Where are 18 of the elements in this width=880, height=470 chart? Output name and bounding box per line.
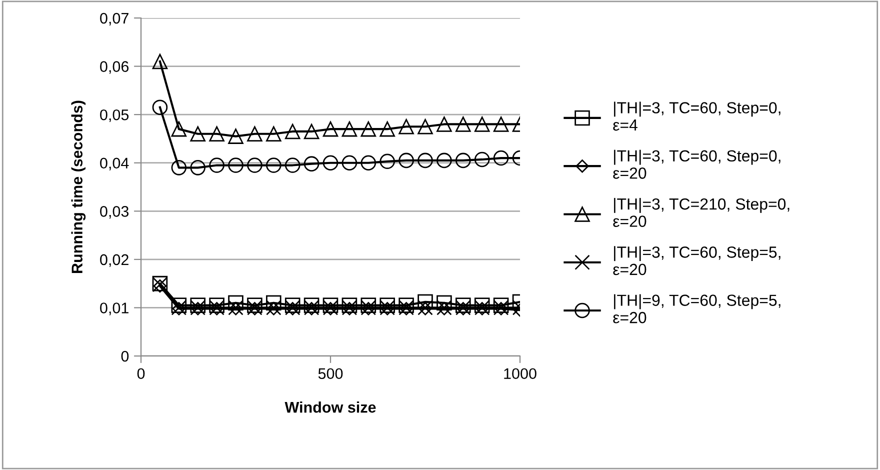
y-tick-label: 0,05	[100, 109, 129, 122]
y-tick-label: 0,01	[100, 302, 128, 316]
y-axis-title: Running time (seconds)	[71, 100, 86, 273]
legend-label: |TH|=3, TC=60, Step=5, ε=20	[613, 246, 780, 276]
x-tick-label: 1000	[504, 368, 536, 380]
x-axis-title: Window size	[284, 401, 376, 413]
x-tick-label: 500	[318, 368, 343, 380]
y-tick-label: 0	[121, 350, 129, 362]
legend-label: |TH|=3, TC=60, Step=0, ε=4	[613, 102, 780, 131]
y-tick-label: 0,04	[100, 158, 129, 170]
y-tick-label: 0,06	[100, 61, 129, 74]
y-tick-label: 0,03	[100, 206, 129, 219]
y-tick-label: 0,07	[100, 12, 128, 26]
x-tick-label: 0	[137, 368, 145, 380]
legend-label: |TH|=3, TC=60, Step=0, ε=20	[613, 150, 780, 179]
y-tick-label: 0,02	[100, 254, 128, 267]
legend-label: |TH|=3, TC=210, Step=0, ε=20	[613, 198, 790, 227]
legend-label: |TH|=9, TC=60, Step=5, ε=20	[613, 294, 780, 324]
